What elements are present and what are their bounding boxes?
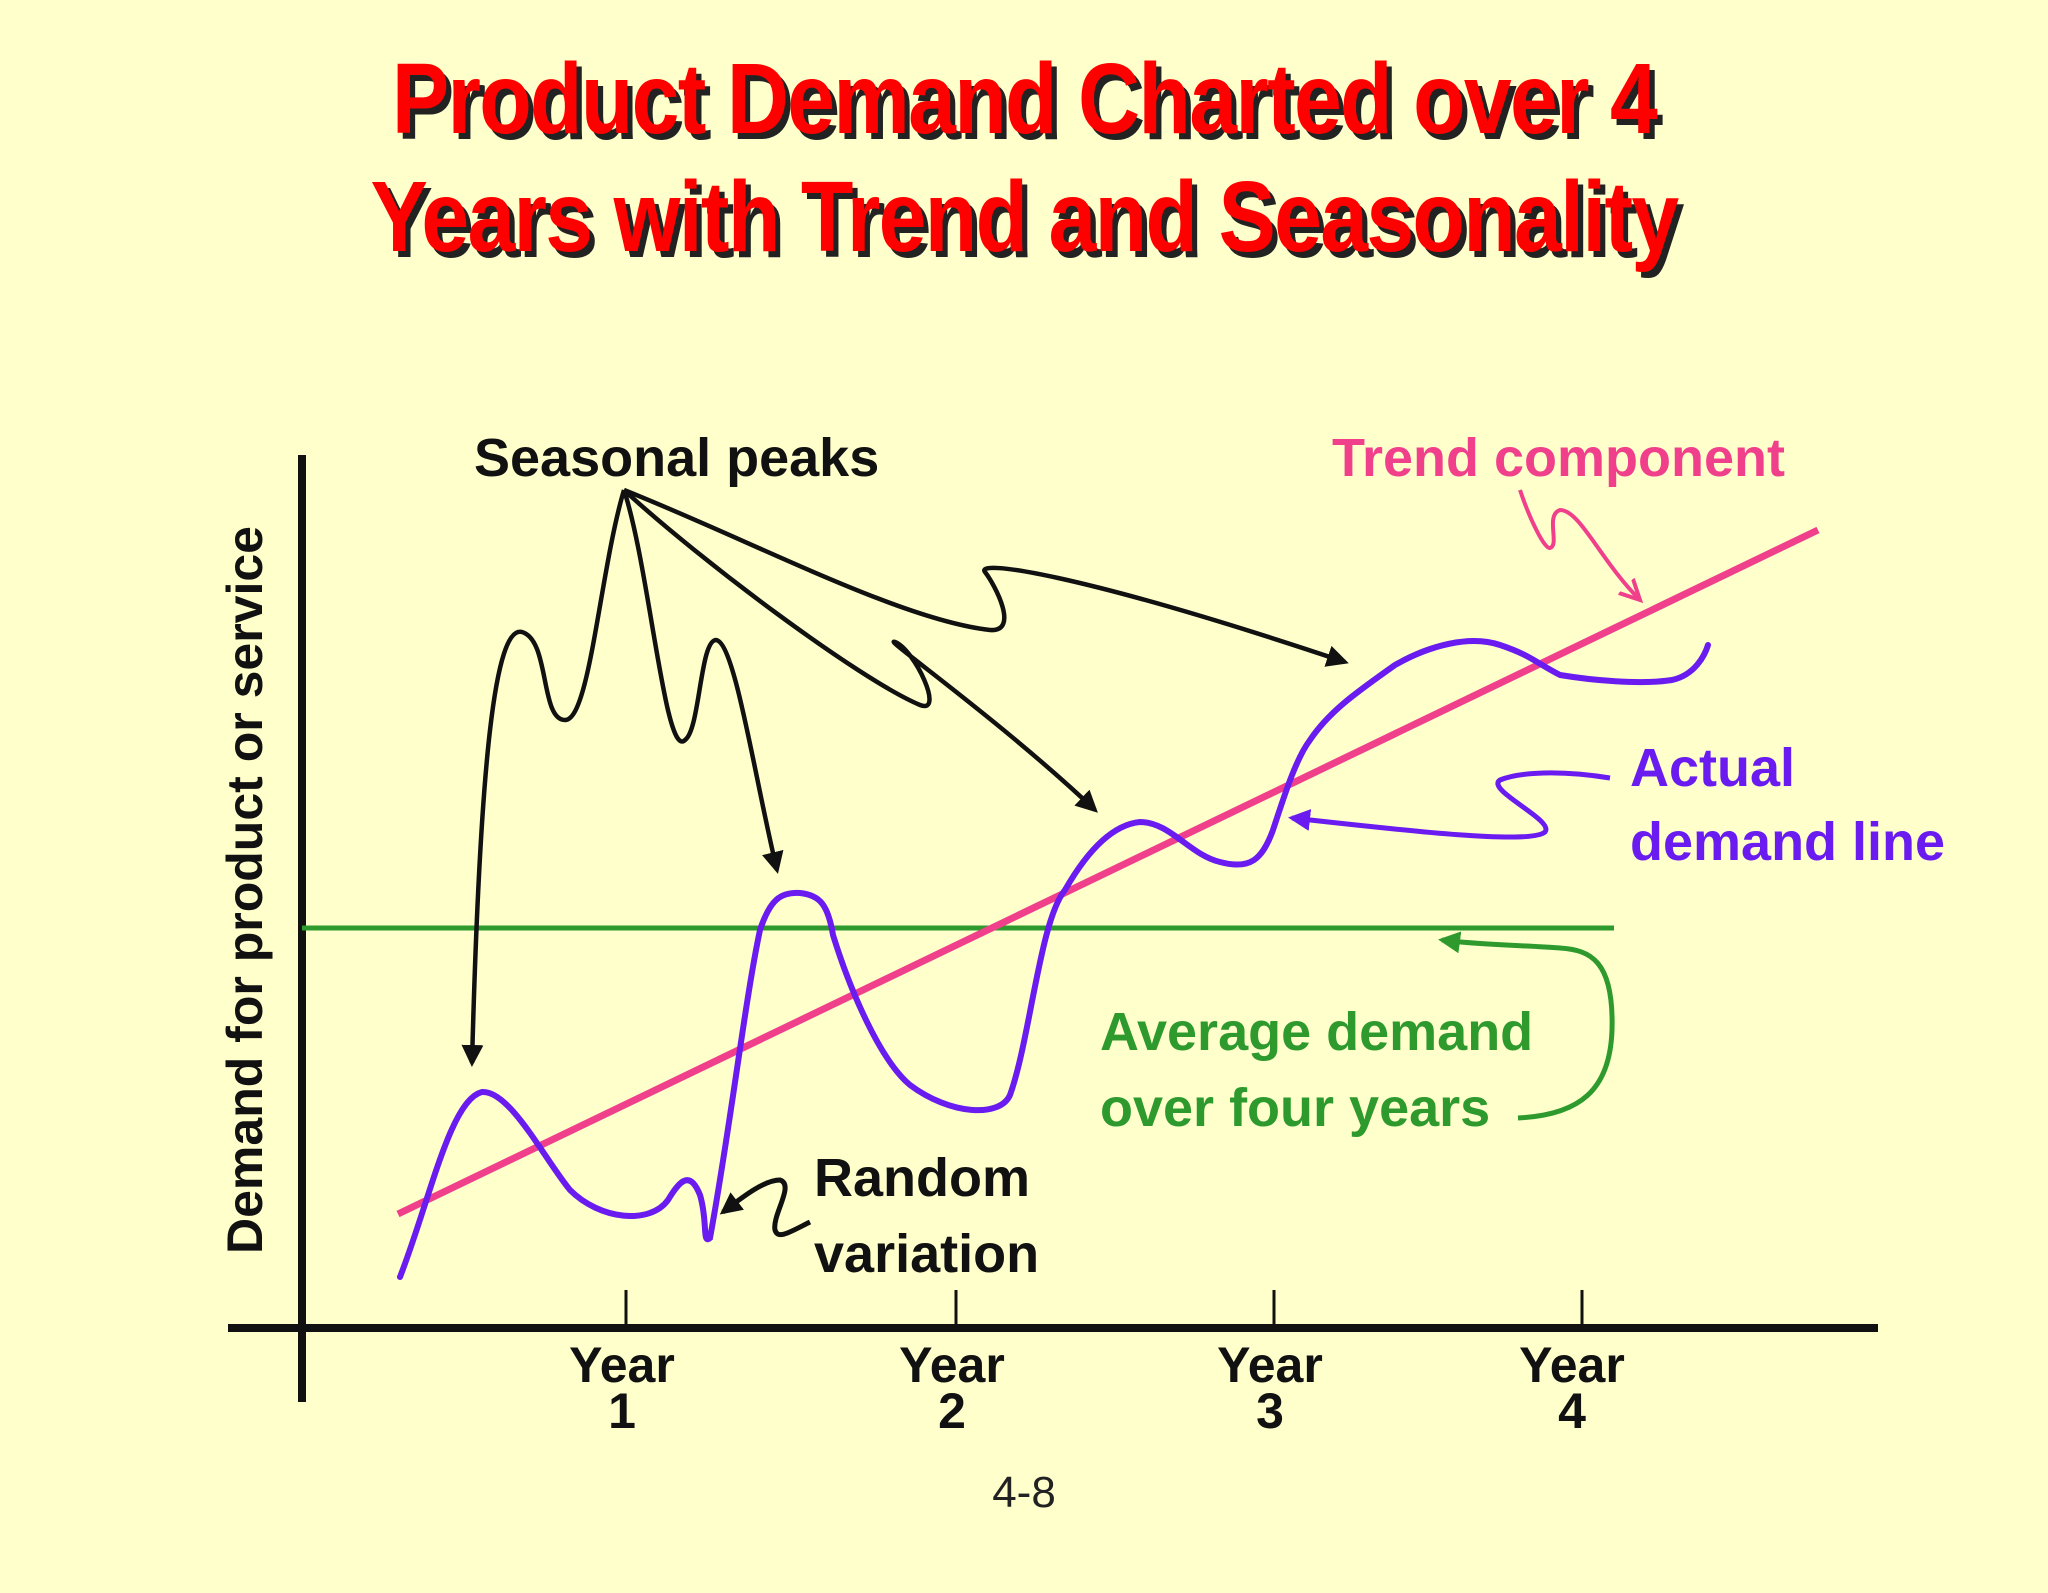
- x-tick-label-2-word: Year: [899, 1337, 1005, 1393]
- trend-component-label: Trend component: [1332, 428, 1785, 488]
- title-line-2: Years with Trend and Seasonality: [370, 161, 1679, 273]
- svg-text:Average demand over four y: Average demand over four years: [1100, 1002, 1548, 1138]
- actual-demand-line: [397, 638, 1711, 1280]
- seasonal-arrow-2: [621, 489, 784, 874]
- x-tick-label-3-num: 3: [1256, 1383, 1284, 1439]
- page-title: Product Demand Charted over 4 Years with…: [143, 40, 1904, 276]
- seasonal-arrow-3: [622, 488, 1098, 813]
- random-variation-label-2: variation: [814, 1224, 1039, 1284]
- title-line-1: Product Demand Charted over 4: [391, 43, 1658, 155]
- svg-text:Actual demand line: Actual demand line: [1630, 738, 1945, 872]
- trend-line: [396, 526, 1820, 1218]
- seasonal-arrow-1: [461, 489, 627, 1067]
- actual-demand-pointer-arrow: [1288, 770, 1611, 840]
- x-tick-label-1-word: Year: [569, 1337, 675, 1393]
- x-tick-label-4-num: 4: [1558, 1383, 1586, 1439]
- actual-demand-label-2: demand line: [1630, 812, 1945, 872]
- average-demand-pointer-arrow: [1438, 931, 1615, 1121]
- seasonal-peaks-label: Seasonal peaks: [474, 428, 879, 488]
- svg-text:Random variation: Random variation: [814, 1148, 1045, 1284]
- page-number: 4-8: [992, 1468, 1056, 1517]
- trend-pointer-arrow: [1518, 489, 1640, 600]
- x-tick-label-1-num: 1: [608, 1383, 636, 1439]
- y-axis-label: Demand for product or service: [217, 526, 273, 1254]
- seasonal-arrow-4: [623, 487, 1349, 667]
- average-demand-label-1: Average demand: [1100, 1002, 1533, 1062]
- x-tick-label-4-word: Year: [1519, 1337, 1625, 1393]
- actual-demand-label-1: Actual: [1630, 738, 1795, 798]
- random-variation-label-1: Random: [814, 1148, 1030, 1208]
- x-tick-label-2-num: 2: [938, 1383, 966, 1439]
- random-variation-pointer-arrow: [719, 1177, 812, 1237]
- x-tick-label-3-word: Year: [1217, 1337, 1323, 1393]
- average-demand-label-2: over four years: [1100, 1078, 1490, 1138]
